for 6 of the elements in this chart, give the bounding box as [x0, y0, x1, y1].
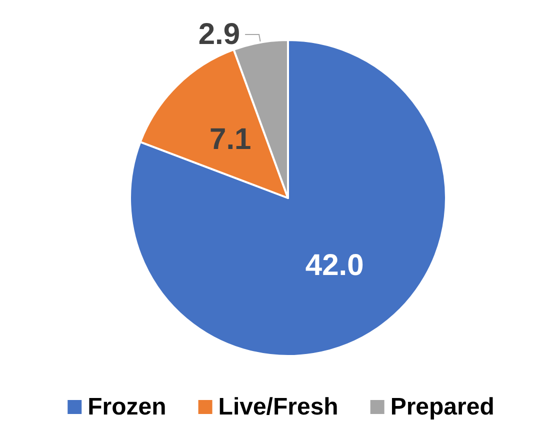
data-label: 7.1	[210, 123, 252, 156]
data-label: 2.9	[198, 18, 240, 52]
legend-label: Prepared	[390, 394, 494, 420]
data-label: 42.0	[305, 248, 364, 282]
legend-label: Live/Fresh	[218, 394, 338, 420]
legend-label: Frozen	[88, 394, 166, 420]
